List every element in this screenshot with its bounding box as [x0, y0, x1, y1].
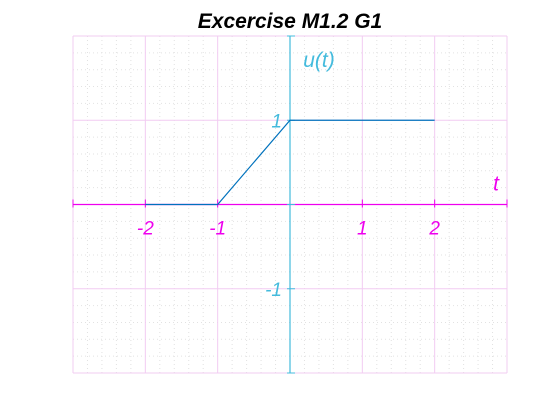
- chart-title: Excercise M1.2 G1: [198, 10, 382, 33]
- y-axis-label: u(t): [303, 49, 335, 72]
- y-tick-label: 1: [271, 111, 282, 132]
- x-axis-label: t: [493, 173, 500, 196]
- y-tick-label: -1: [265, 280, 282, 301]
- x-tick-label: -2: [137, 219, 154, 240]
- series-group: [145, 119, 435, 206]
- x-tick-label: -1: [209, 219, 226, 240]
- tick-labels: -2 -1 1 2 1 -1: [137, 111, 440, 301]
- x-tick-label: 2: [428, 219, 440, 240]
- x-tick-label: 1: [357, 219, 368, 240]
- series-line: [145, 119, 435, 206]
